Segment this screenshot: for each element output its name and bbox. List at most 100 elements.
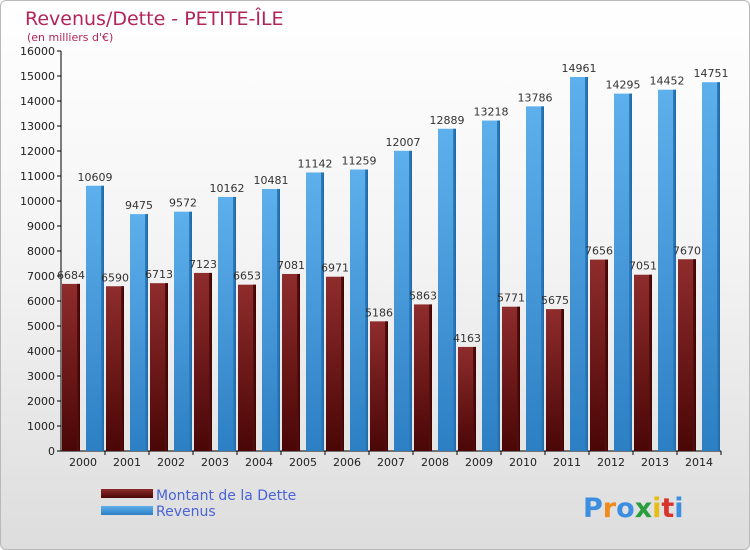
x-tick-label: 2013	[641, 456, 669, 469]
y-tick-label: 16000	[20, 45, 55, 58]
data-label-dette: 7051	[629, 260, 657, 273]
bar-revenus	[262, 188, 280, 451]
bar-dette	[194, 272, 212, 451]
data-label-dette: 4163	[453, 332, 481, 345]
data-label-revenus: 13786	[518, 91, 553, 104]
bar-revenus-shade	[497, 120, 500, 452]
y-tick-label: 7000	[27, 270, 55, 283]
bar-revenus	[350, 169, 368, 451]
legend-swatch-debt	[101, 489, 153, 498]
bar-revenus-shade	[673, 89, 676, 451]
legend-swatch-revenus	[101, 506, 153, 515]
data-label-dette: 7081	[277, 259, 305, 272]
data-label-revenus: 10609	[78, 171, 113, 184]
x-tick-label: 2007	[377, 456, 405, 469]
data-label-revenus: 10481	[254, 174, 289, 187]
bar-revenus	[570, 76, 588, 451]
data-label-dette: 5675	[541, 294, 569, 307]
x-tick-label: 2012	[597, 456, 625, 469]
data-label-revenus: 14751	[694, 67, 729, 80]
bar-revenus-shade	[409, 150, 412, 451]
bar-revenus-shade	[233, 196, 236, 451]
bar-revenus	[130, 214, 148, 451]
bar-dette	[414, 304, 432, 451]
data-label-dette: 7656	[585, 245, 613, 258]
y-tick-label: 0	[48, 445, 55, 458]
bar-dette	[370, 321, 388, 451]
bar-dette-shade	[297, 273, 300, 451]
y-axis-ticks: 0 1000 2000 3000 4000 5000 6000 7000 8000 9000 100…	[20, 45, 61, 458]
bar-series: 10609 6684 9475 6590 9572 6713 10162 7123 10481 6…	[57, 62, 729, 452]
data-label-revenus: 14295	[606, 79, 641, 92]
bar-revenus	[702, 82, 720, 451]
bar-dette	[590, 259, 608, 451]
bar-dette	[326, 276, 344, 451]
data-label-revenus: 10162	[210, 182, 245, 195]
bar-revenus-shade	[321, 172, 324, 451]
x-tick-label: 2008	[421, 456, 449, 469]
proxiti-logo: Proxiti	[583, 493, 684, 524]
bar-dette	[634, 274, 652, 451]
bar-dette	[282, 273, 300, 451]
data-label-revenus: 14961	[562, 62, 597, 75]
y-tick-label: 8000	[27, 245, 55, 258]
bar-revenus	[86, 185, 104, 451]
bar-dette-shade	[693, 259, 696, 451]
bar-dette	[502, 306, 520, 451]
bar-revenus	[658, 89, 676, 451]
bar-revenus	[306, 172, 324, 451]
data-label-dette: 5186	[365, 306, 393, 319]
bar-dette-shade	[649, 274, 652, 451]
data-label-revenus: 12889	[430, 114, 465, 127]
data-label-dette: 6684	[57, 269, 85, 282]
bar-dette	[546, 309, 564, 451]
bar-dette-shade	[121, 286, 124, 451]
bar-dette	[106, 286, 124, 451]
data-label-revenus: 11259	[342, 155, 377, 168]
legend-item-debt: Montant de la Dette	[101, 488, 296, 504]
bar-dette	[238, 284, 256, 451]
data-label-dette: 7123	[189, 258, 217, 271]
data-label-dette: 6653	[233, 270, 261, 283]
x-tick-label: 2001	[113, 456, 141, 469]
y-tick-label: 2000	[27, 395, 55, 408]
bar-dette-shade	[385, 321, 388, 451]
y-tick-label: 6000	[27, 295, 55, 308]
data-label-revenus: 13218	[474, 106, 509, 119]
y-tick-label: 4000	[27, 345, 55, 358]
y-tick-label: 5000	[27, 320, 55, 333]
x-tick-label: 2006	[333, 456, 361, 469]
x-tick-label: 2005	[289, 456, 317, 469]
data-label-dette: 6713	[145, 268, 173, 281]
bar-revenus	[218, 196, 236, 451]
bar-dette-shade	[561, 309, 564, 451]
data-label-dette: 7670	[673, 244, 701, 257]
data-label-dette: 6590	[101, 271, 129, 284]
x-tick-label: 2010	[509, 456, 537, 469]
bar-revenus	[482, 120, 500, 452]
x-tick-label: 2009	[465, 456, 493, 469]
chart-subtitle: (en milliers d'€)	[27, 31, 113, 44]
y-tick-label: 15000	[20, 70, 55, 83]
x-tick-label: 2003	[201, 456, 229, 469]
y-tick-label: 14000	[20, 95, 55, 108]
data-label-dette: 5863	[409, 289, 437, 302]
x-axis-ticks: 2000 2001 2002 2003 2004 2005 2006 2007 2008 2009…	[69, 451, 722, 469]
bar-dette-shade	[605, 259, 608, 451]
y-tick-label: 13000	[20, 120, 55, 133]
bar-dette-shade	[165, 283, 168, 451]
data-label-dette: 5771	[497, 292, 525, 305]
bar-revenus	[614, 93, 632, 451]
bar-dette-shade	[341, 276, 344, 451]
bar-dette-shade	[77, 283, 80, 451]
data-label-revenus: 9572	[169, 197, 197, 210]
x-tick-label: 2002	[157, 456, 185, 469]
data-label-revenus: 9475	[125, 199, 153, 212]
bar-revenus	[174, 211, 192, 451]
legend: Montant de la Dette Revenus	[101, 488, 296, 520]
bar-revenus-shade	[541, 106, 544, 451]
x-tick-label: 2004	[245, 456, 273, 469]
bar-revenus-shade	[365, 169, 368, 451]
bar-revenus-shade	[145, 214, 148, 451]
